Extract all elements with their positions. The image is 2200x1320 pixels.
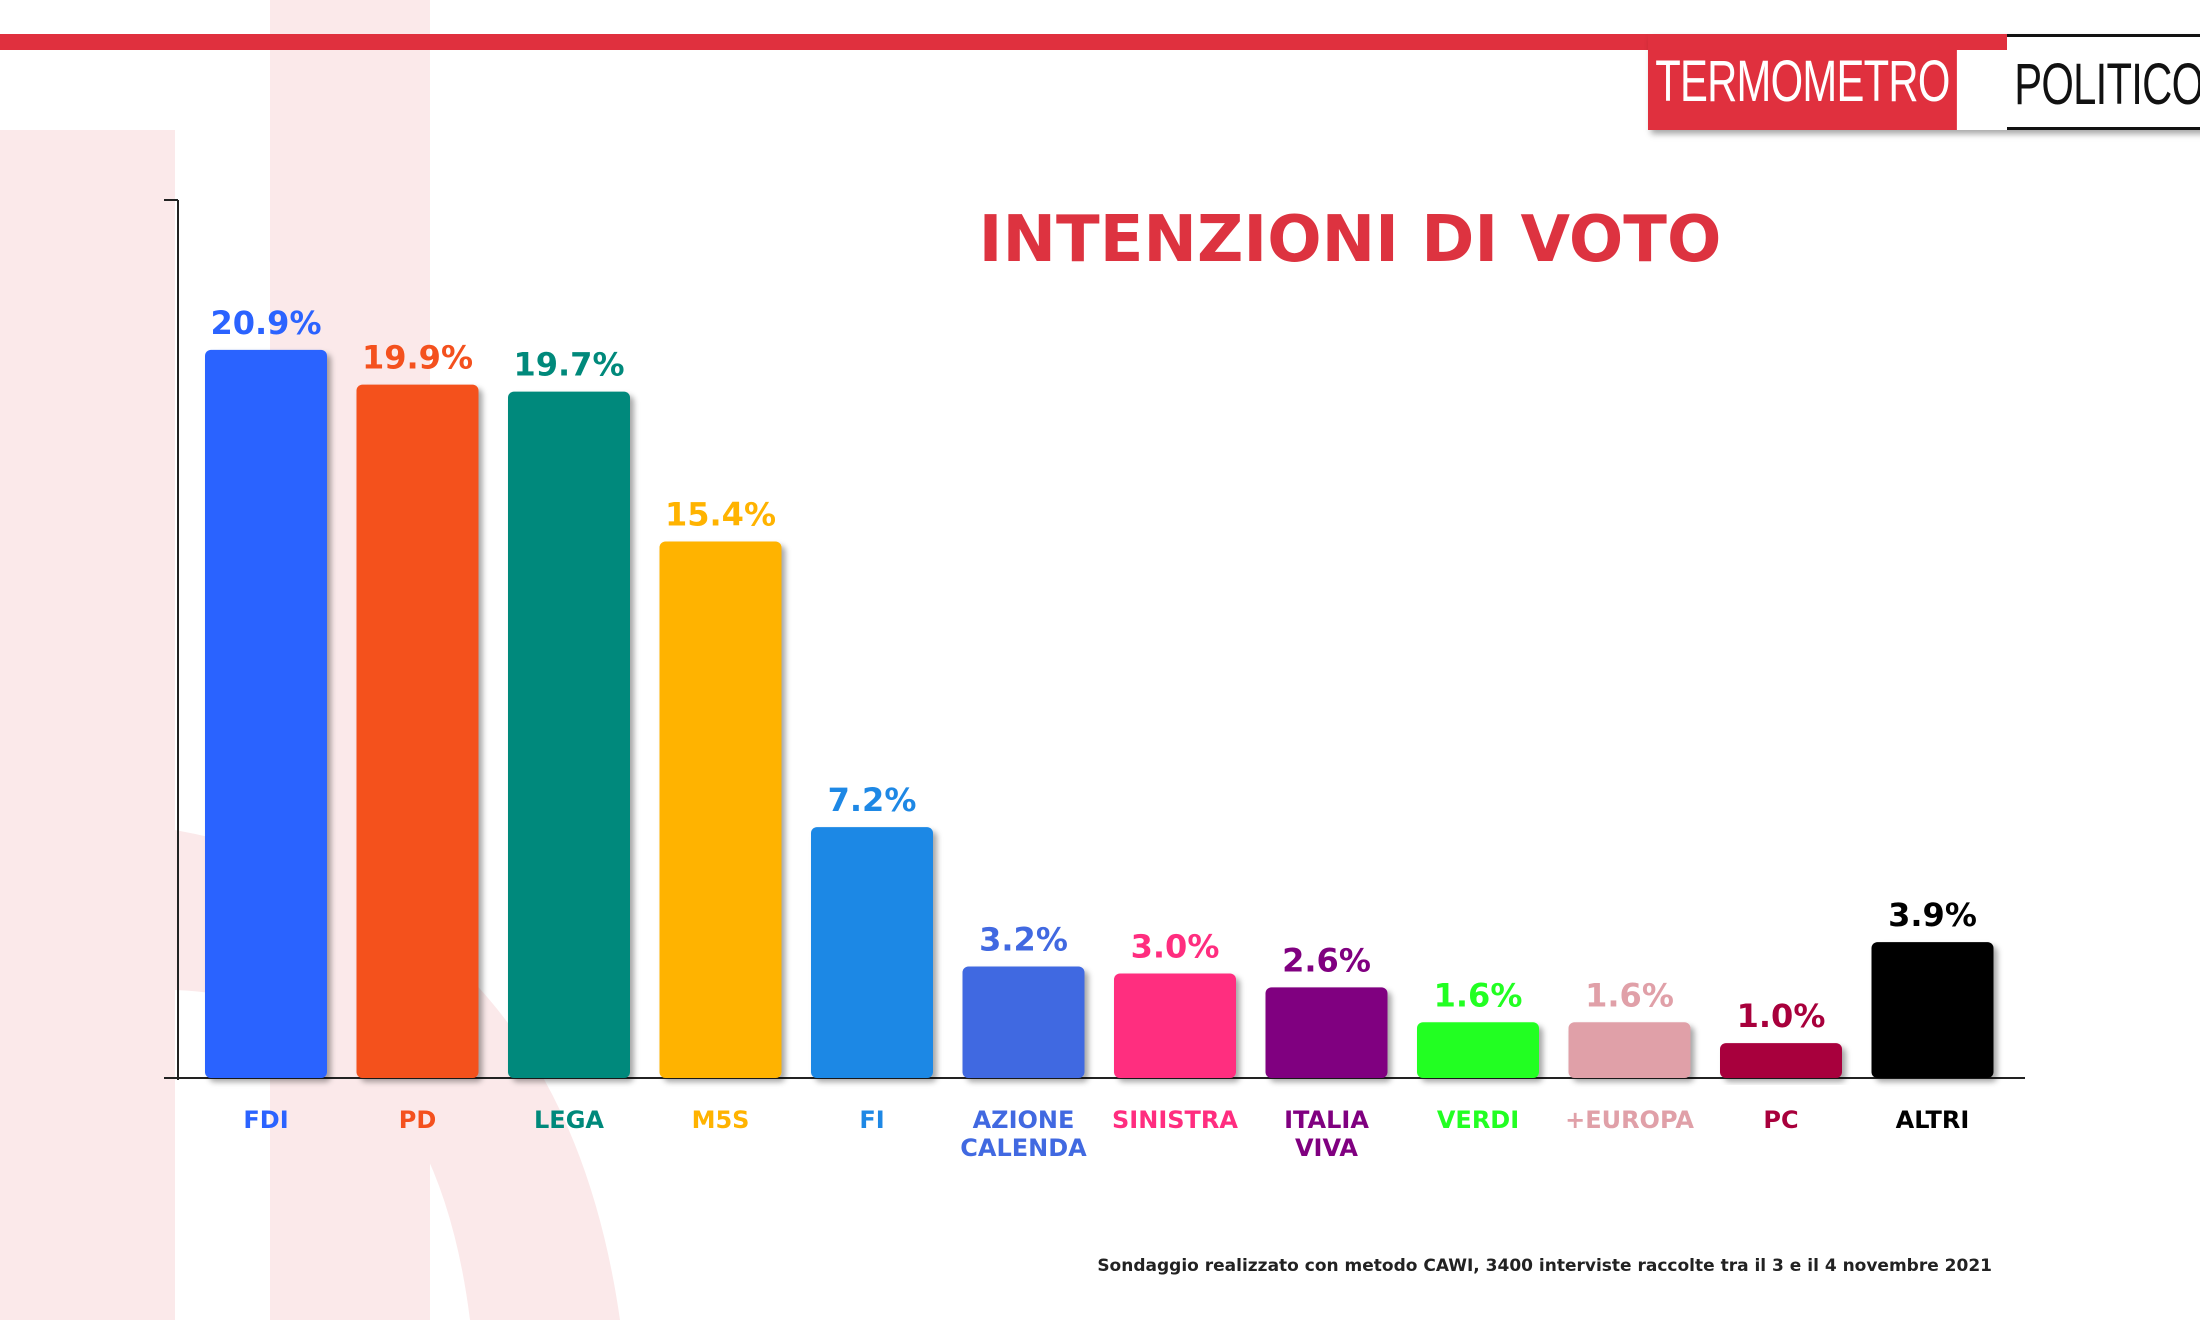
category-label-italia-viva: ITALIA VIVA [1284, 1106, 1369, 1162]
bar-altri [1871, 942, 1994, 1078]
value-label-m5s: 15.4% [665, 495, 776, 533]
category-label-altri: ALTRI [1896, 1106, 1970, 1134]
bar-europa [1568, 1022, 1691, 1078]
value-label-verdi: 1.6% [1434, 976, 1523, 1014]
logo-part-white: POLITICO [2006, 34, 2200, 130]
category-label-pd: PD [399, 1106, 437, 1134]
category-label-verdi: VERDI [1437, 1106, 1519, 1134]
termometro-politico-logo: TERMOMETRO POLITICO [1648, 34, 2200, 130]
bar-azione-calenda [962, 966, 1085, 1078]
source-footnote: Sondaggio realizzato con metodo CAWI, 34… [1097, 1256, 1992, 1276]
bar-italia-viva [1265, 987, 1388, 1078]
value-label-sinistra: 3.0% [1131, 927, 1220, 965]
bar-pd [356, 384, 479, 1079]
bar-m5s [659, 541, 782, 1078]
chart-axes [164, 199, 2025, 1080]
value-label-italia-viva: 2.6% [1282, 941, 1371, 979]
category-labels-group: FDI PD LEGA M5S FI AZIONE CALENDA SINISTRA ITALI… [243, 1106, 1969, 1162]
value-label-fdi: 20.9% [210, 304, 321, 342]
bars-group [205, 349, 1994, 1079]
category-label-azione-calenda: AZIONE CALENDA [960, 1106, 1087, 1162]
category-label-europa: +EUROPA [1565, 1106, 1694, 1134]
category-label-fdi: FDI [243, 1106, 288, 1134]
logo-part-red: TERMOMETRO [1648, 34, 1957, 130]
value-labels-group: 20.9% 19.9% 19.7% 15.4% 7.2% 3.2% 3.0% 2.6% 1.6%… [210, 304, 1976, 1035]
bar-pc [1720, 1043, 1842, 1078]
value-label-azione-calenda: 3.2% [979, 921, 1068, 959]
value-label-pd: 19.9% [362, 339, 473, 377]
category-label-m5s: M5S [692, 1106, 750, 1134]
bar-sinistra [1114, 973, 1236, 1078]
value-label-europa: 1.6% [1585, 976, 1674, 1014]
bar-verdi [1417, 1022, 1539, 1078]
bar-lega [508, 391, 630, 1079]
category-label-lega: LEGA [534, 1106, 604, 1134]
value-label-lega: 19.7% [513, 346, 624, 384]
value-label-fi: 7.2% [828, 781, 917, 819]
bar-fi [811, 827, 933, 1078]
value-label-pc: 1.0% [1737, 997, 1826, 1035]
value-label-altri: 3.9% [1888, 896, 1977, 934]
bar-fdi [205, 349, 327, 1078]
category-label-fi: FI [859, 1106, 884, 1134]
chart-title: INTENZIONI DI VOTO [978, 203, 1722, 277]
category-label-pc: PC [1763, 1106, 1798, 1134]
category-label-sinistra: SINISTRA [1112, 1106, 1238, 1134]
